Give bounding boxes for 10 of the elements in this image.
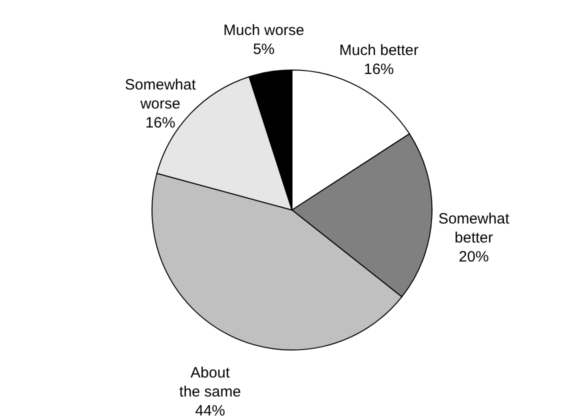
data-label: 16% (364, 61, 394, 78)
slice-label: Somewhat better (438, 210, 510, 246)
slice-label: Much worse (223, 22, 304, 40)
slice-label: Somewhat worse (124, 76, 197, 112)
slice-label: About the same (179, 364, 241, 401)
slice-label: Much better (339, 42, 418, 60)
data-label: 44% (195, 402, 226, 420)
data-label: 16% (145, 114, 176, 132)
data-label: 20% (458, 248, 489, 266)
data-label: 5% (252, 41, 275, 58)
